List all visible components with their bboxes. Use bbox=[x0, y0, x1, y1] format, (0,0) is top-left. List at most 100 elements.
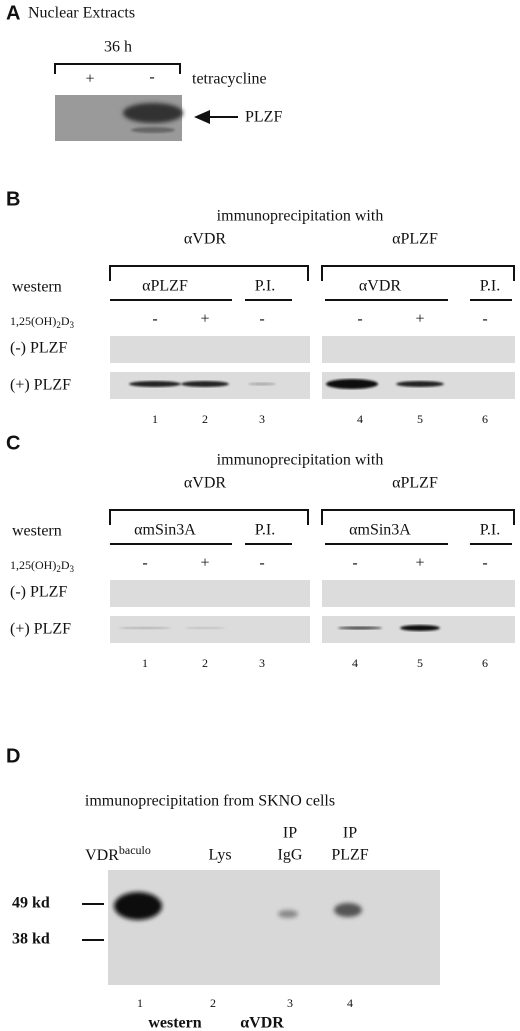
lane-sign: + bbox=[85, 71, 94, 88]
lane-label: IgG bbox=[278, 847, 303, 864]
ip-group: αPLZF bbox=[392, 475, 438, 492]
marker-label: 38 kd bbox=[12, 931, 50, 948]
lane-label: IP bbox=[343, 825, 357, 842]
lane-sign: - bbox=[149, 69, 154, 86]
lane-number: 2 bbox=[202, 412, 208, 426]
lane-number: 1 bbox=[137, 996, 143, 1010]
antibody-label: P.I. bbox=[480, 522, 500, 539]
antibody-label: P.I. bbox=[255, 522, 275, 539]
lane-label: VDRbaculo bbox=[85, 843, 151, 864]
lane-number: 6 bbox=[482, 656, 488, 670]
antibody-label: αPLZF bbox=[142, 278, 188, 295]
band bbox=[338, 626, 382, 630]
antibody-label: αVDR bbox=[359, 278, 401, 295]
ip-group: αVDR bbox=[184, 475, 226, 492]
antibody-label: αmSin3A bbox=[134, 522, 196, 539]
band bbox=[278, 910, 298, 918]
treatment-part: 2 bbox=[56, 320, 61, 330]
treatment-label: 1,25(OH)2D3 bbox=[10, 558, 75, 574]
lane-label: IP bbox=[283, 825, 297, 842]
panel-letter: B bbox=[6, 188, 20, 210]
antibody-label: αmSin3A bbox=[349, 522, 411, 539]
western-label: western bbox=[12, 523, 62, 540]
treatment-part: D bbox=[61, 558, 70, 572]
lane-sign: - bbox=[259, 311, 264, 328]
band bbox=[114, 892, 162, 920]
band bbox=[326, 379, 378, 389]
lane-sign: - bbox=[482, 311, 487, 328]
treatment-label: tetracycline bbox=[192, 71, 267, 88]
bracket bbox=[321, 265, 515, 281]
lane-number: 6 bbox=[482, 412, 488, 426]
ip-group: αPLZF bbox=[392, 231, 438, 248]
row-label: (-) PLZF bbox=[10, 584, 67, 601]
lane-sign: - bbox=[142, 555, 147, 572]
bracket bbox=[109, 265, 309, 281]
treatment-part: 3 bbox=[70, 320, 75, 330]
lane-sign: - bbox=[357, 311, 362, 328]
treatment-part: 3 bbox=[70, 564, 75, 574]
western-label: western bbox=[12, 279, 62, 296]
lane-number: 3 bbox=[259, 656, 265, 670]
panel-letter: D bbox=[6, 745, 20, 767]
lane-number: 4 bbox=[347, 996, 353, 1010]
blot bbox=[108, 870, 440, 985]
blot bbox=[110, 336, 310, 363]
panel-letter: A bbox=[6, 2, 20, 24]
ip-group: αVDR bbox=[184, 231, 226, 248]
lane-number: 2 bbox=[202, 656, 208, 670]
lane-number: 1 bbox=[142, 656, 148, 670]
band bbox=[248, 382, 276, 386]
lane-sign: - bbox=[152, 311, 157, 328]
lane-number: 3 bbox=[259, 412, 265, 426]
antibody-label: P.I. bbox=[255, 278, 275, 295]
bracket bbox=[54, 63, 181, 74]
row-label: (-) PLZF bbox=[10, 340, 67, 357]
arrow-head bbox=[194, 110, 210, 124]
blot bbox=[322, 580, 515, 607]
row-label: (+) PLZF bbox=[10, 621, 71, 638]
lane-label-text: VDR bbox=[85, 847, 119, 864]
band bbox=[396, 381, 444, 387]
lane-sign: + bbox=[415, 555, 424, 572]
lane-sign: - bbox=[259, 555, 264, 572]
panel-letter: C bbox=[6, 432, 20, 454]
lane-sign: + bbox=[415, 311, 424, 328]
bracket bbox=[321, 509, 515, 525]
blot bbox=[110, 580, 310, 607]
marker-label: 49 kd bbox=[12, 895, 50, 912]
band bbox=[181, 381, 229, 387]
band bbox=[131, 127, 175, 133]
band bbox=[185, 627, 225, 629]
lane-number: 1 bbox=[152, 412, 158, 426]
lane-sign: - bbox=[352, 555, 357, 572]
band bbox=[119, 627, 171, 629]
footer-label: αVDR bbox=[240, 1015, 284, 1031]
lane-label: PLZF bbox=[331, 847, 368, 864]
bracket bbox=[109, 509, 309, 525]
blot bbox=[110, 616, 310, 643]
band bbox=[129, 381, 181, 387]
lane-number: 3 bbox=[287, 996, 293, 1010]
lane-number: 4 bbox=[357, 412, 363, 426]
band-label: PLZF bbox=[245, 109, 282, 126]
lane-number: 5 bbox=[417, 412, 423, 426]
lane-sign: - bbox=[482, 555, 487, 572]
band bbox=[123, 103, 183, 123]
treatment-part: 1,25(OH) bbox=[10, 314, 56, 328]
row-label: (+) PLZF bbox=[10, 377, 71, 394]
footer-label: western bbox=[148, 1015, 201, 1031]
antibody-label: P.I. bbox=[480, 278, 500, 295]
lane-number: 2 bbox=[210, 996, 216, 1010]
lane-sign: + bbox=[200, 555, 209, 572]
lane-number: 4 bbox=[352, 656, 358, 670]
blot bbox=[322, 336, 515, 363]
band bbox=[334, 903, 362, 917]
lane-label: Lys bbox=[208, 847, 231, 864]
panel-heading: immunoprecipitation with bbox=[217, 452, 384, 469]
lane-number: 5 bbox=[417, 656, 423, 670]
treatment-label: 1,25(OH)2D3 bbox=[10, 314, 75, 330]
band bbox=[400, 625, 440, 631]
lane-label-sup: baculo bbox=[119, 843, 151, 857]
